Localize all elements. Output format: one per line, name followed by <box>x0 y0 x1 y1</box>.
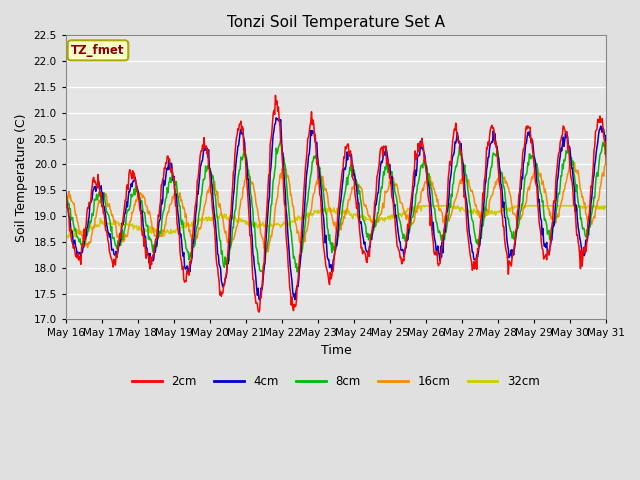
X-axis label: Time: Time <box>321 344 351 357</box>
Y-axis label: Soil Temperature (C): Soil Temperature (C) <box>15 113 28 241</box>
Title: Tonzi Soil Temperature Set A: Tonzi Soil Temperature Set A <box>227 15 445 30</box>
Text: TZ_fmet: TZ_fmet <box>71 44 125 57</box>
Legend: 2cm, 4cm, 8cm, 16cm, 32cm: 2cm, 4cm, 8cm, 16cm, 32cm <box>127 371 544 393</box>
